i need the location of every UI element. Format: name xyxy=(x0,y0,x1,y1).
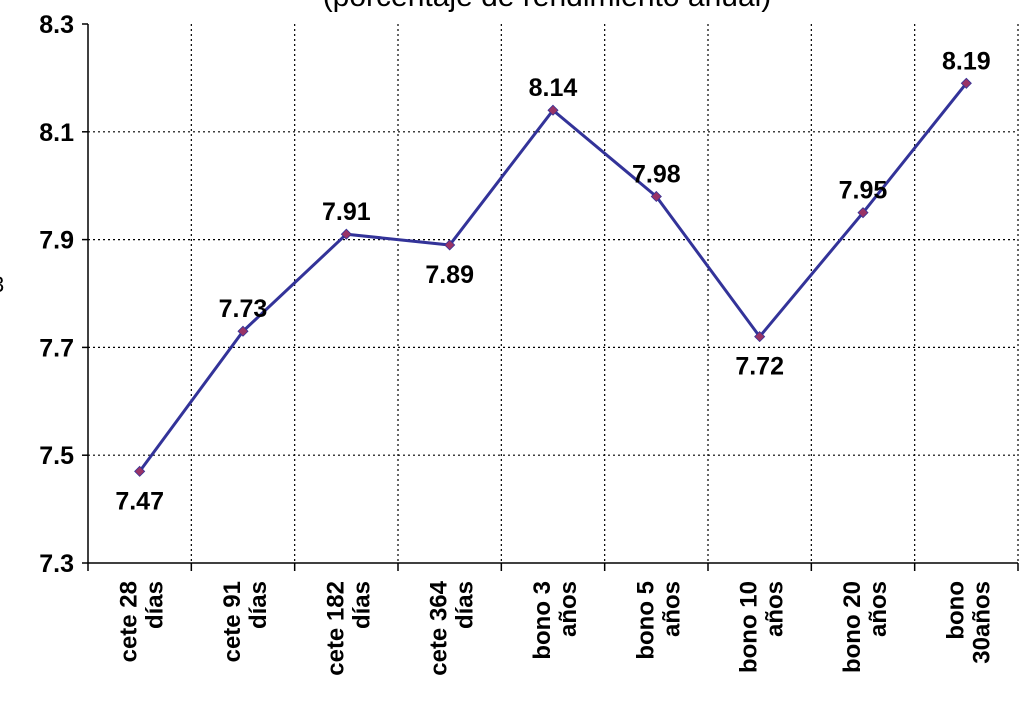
data-label: 7.47 xyxy=(115,487,164,515)
x-tick-label: cete 364días xyxy=(426,580,479,675)
data-label: 7.95 xyxy=(839,177,888,205)
data-label: 7.91 xyxy=(322,198,371,226)
y-tick-label: 8.1 xyxy=(39,119,74,147)
x-tick-label: bono30años xyxy=(942,581,995,664)
marker xyxy=(857,207,869,219)
data-label: 7.98 xyxy=(632,160,681,188)
line xyxy=(138,82,968,473)
x-tick-label: bono 20años xyxy=(839,581,892,673)
x-tick-label: bono 3años xyxy=(529,581,582,660)
marker xyxy=(134,465,146,477)
y-tick-label: 7.5 xyxy=(39,442,74,470)
data-label: 7.72 xyxy=(735,353,784,381)
marker xyxy=(237,325,249,337)
y-tick-label: 7.9 xyxy=(39,227,74,255)
marker xyxy=(444,239,456,251)
data-label: 8.19 xyxy=(942,47,991,75)
x-tick-label: bono 5años xyxy=(632,581,685,660)
data-label: 8.14 xyxy=(529,74,578,102)
y-tick-label: 8.3 xyxy=(39,11,74,39)
x-tick-label: bono 10años xyxy=(736,581,789,673)
x-tick-label: cete 28días xyxy=(116,581,169,662)
marker xyxy=(754,331,766,343)
y-tick-label: 7.3 xyxy=(39,550,74,578)
y-axis-label: 3 xyxy=(0,272,4,297)
marker xyxy=(650,190,662,203)
data-label: 7.89 xyxy=(425,261,474,289)
y-tick-label: 7.7 xyxy=(39,334,74,362)
x-tick-label: cete 91días xyxy=(219,581,272,662)
data-label: 7.73 xyxy=(219,295,268,323)
marker xyxy=(340,228,352,240)
marker xyxy=(960,77,972,89)
chart-title: (porcentaje de rendimiento anual) xyxy=(323,0,772,13)
x-tick-label: cete 182días xyxy=(322,581,375,676)
marker xyxy=(547,104,559,116)
